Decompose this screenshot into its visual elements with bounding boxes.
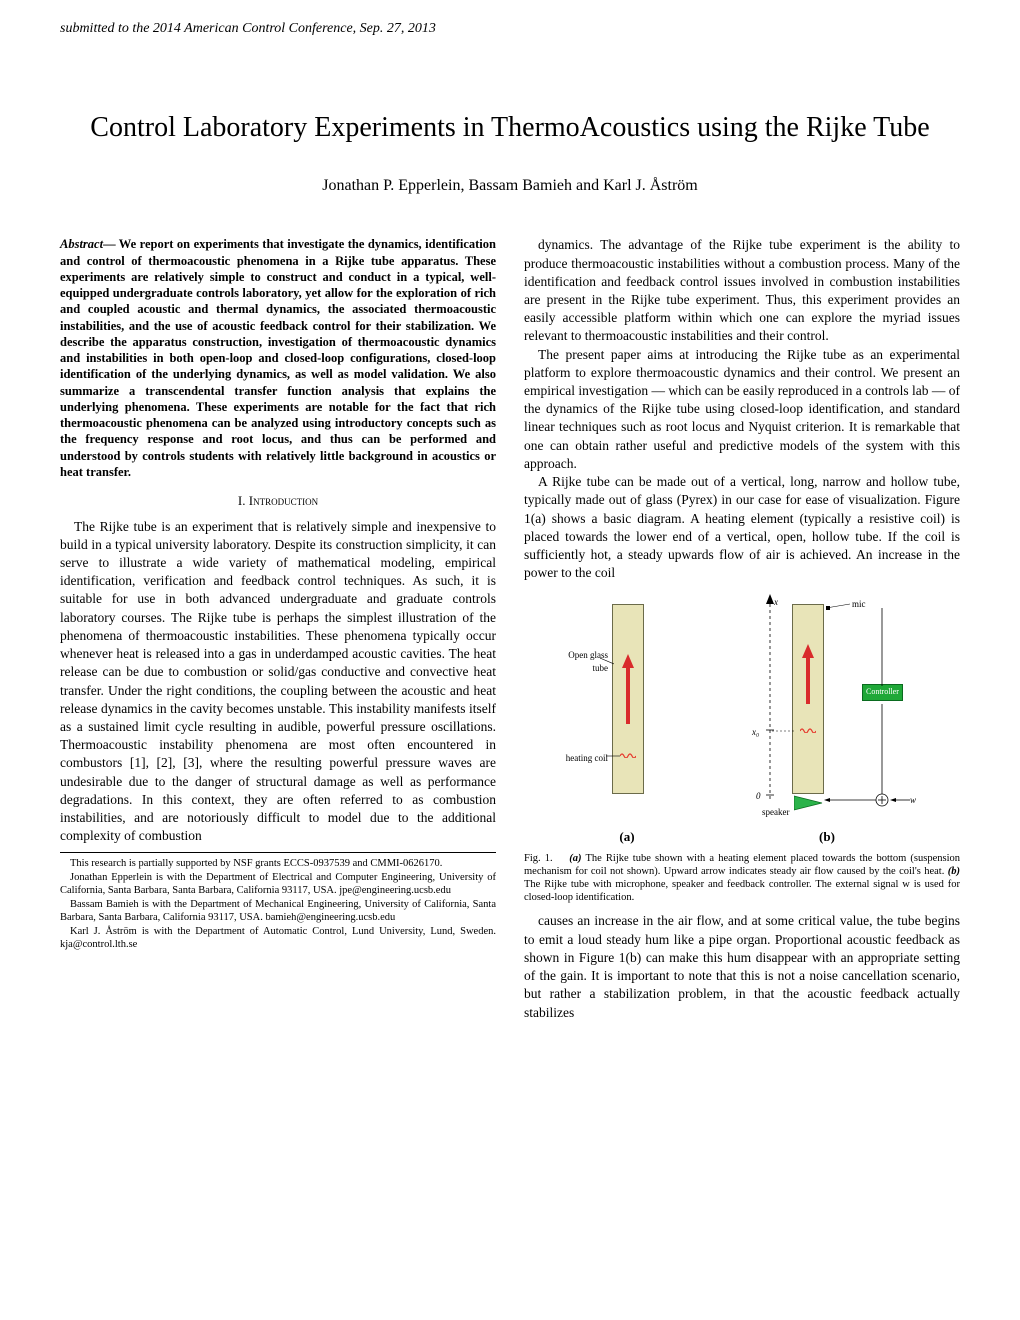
arrow-up-icon [802, 644, 814, 704]
right-column: dynamics. The advantage of the Rijke tub… [524, 236, 960, 1022]
section-1-title: Introduction [249, 493, 318, 508]
wire-icon [880, 704, 884, 794]
footnotes-block: This research is partially supported by … [60, 852, 496, 952]
footnote-1: This research is partially supported by … [60, 857, 496, 870]
label-x-axis: x [774, 596, 778, 608]
leader-line-icon [606, 754, 620, 758]
arrow-up-icon [622, 654, 634, 724]
authors-line: Jonathan P. Epperlein, Bassam Bamieh and… [60, 175, 960, 197]
figure-1a-caption-text: The Rijke tube shown with a heating elem… [524, 853, 960, 877]
left-paragraph-1: The Rijke tube is an experiment that is … [60, 518, 496, 846]
right-paragraph-3: A Rijke tube can be made out of a vertic… [524, 473, 960, 582]
figure-1-number: Fig. 1. [524, 853, 553, 864]
figure-1: Open glass tube heating coil (a) [524, 594, 960, 904]
left-column: Abstract— We report on experiments that … [60, 236, 496, 1022]
section-1-number: I. [238, 493, 246, 508]
figure-1b: x x₀ 0 [732, 594, 922, 846]
right-paragraph-1: dynamics. The advantage of the Rijke tub… [524, 236, 960, 345]
footnote-2: Jonathan Epperlein is with the Departmen… [60, 871, 496, 897]
abstract-label: Abstract [60, 237, 103, 251]
figure-1b-tag: (b) [948, 866, 960, 877]
speaker-icon [794, 794, 824, 812]
leader-line-icon [600, 656, 614, 666]
submission-note: submitted to the 2014 American Control C… [60, 20, 960, 39]
wire-icon [880, 608, 884, 686]
wire-icon [824, 798, 876, 802]
figure-1a: Open glass tube heating coil (a) [562, 594, 692, 846]
tick-icon [766, 794, 774, 796]
label-speaker: speaker [762, 806, 789, 818]
coil-icon [800, 727, 816, 733]
footnote-3: Bassam Bamieh is with the Department of … [60, 898, 496, 924]
abstract-block: Abstract— We report on experiments that … [60, 236, 496, 480]
abstract-body: — We report on experiments that investig… [60, 237, 496, 479]
figure-1a-label: (a) [562, 828, 692, 846]
paper-title: Control Laboratory Experiments in Thermo… [60, 109, 960, 147]
right-paragraph-after-fig: causes an increase in the air flow, and … [524, 912, 960, 1021]
footnote-4: Karl J. Åström is with the Department of… [60, 925, 496, 951]
coil-icon [620, 752, 636, 758]
section-1-heading: I. Introduction [60, 492, 496, 510]
right-paragraph-2: The present paper aims at introducing th… [524, 346, 960, 474]
label-heating-coil: heating coil [562, 752, 608, 764]
mic-line-icon [826, 602, 856, 612]
sum-node-icon [874, 792, 890, 808]
axis-icon [764, 594, 776, 804]
figure-1a-tag: (a) [569, 853, 581, 864]
controller-box: Controller [862, 684, 903, 701]
figure-1-caption: Fig. 1. (a) The Rijke tube shown with a … [524, 852, 960, 905]
dashed-line-icon [772, 730, 794, 732]
figure-1b-caption-text: The Rijke tube with microphone, speaker … [524, 879, 960, 903]
label-zero: 0 [756, 790, 761, 802]
figure-1b-label: (b) [732, 828, 922, 846]
label-w: w [910, 794, 916, 806]
label-x0: x₀ [752, 726, 759, 738]
w-arrow-icon [890, 798, 910, 802]
